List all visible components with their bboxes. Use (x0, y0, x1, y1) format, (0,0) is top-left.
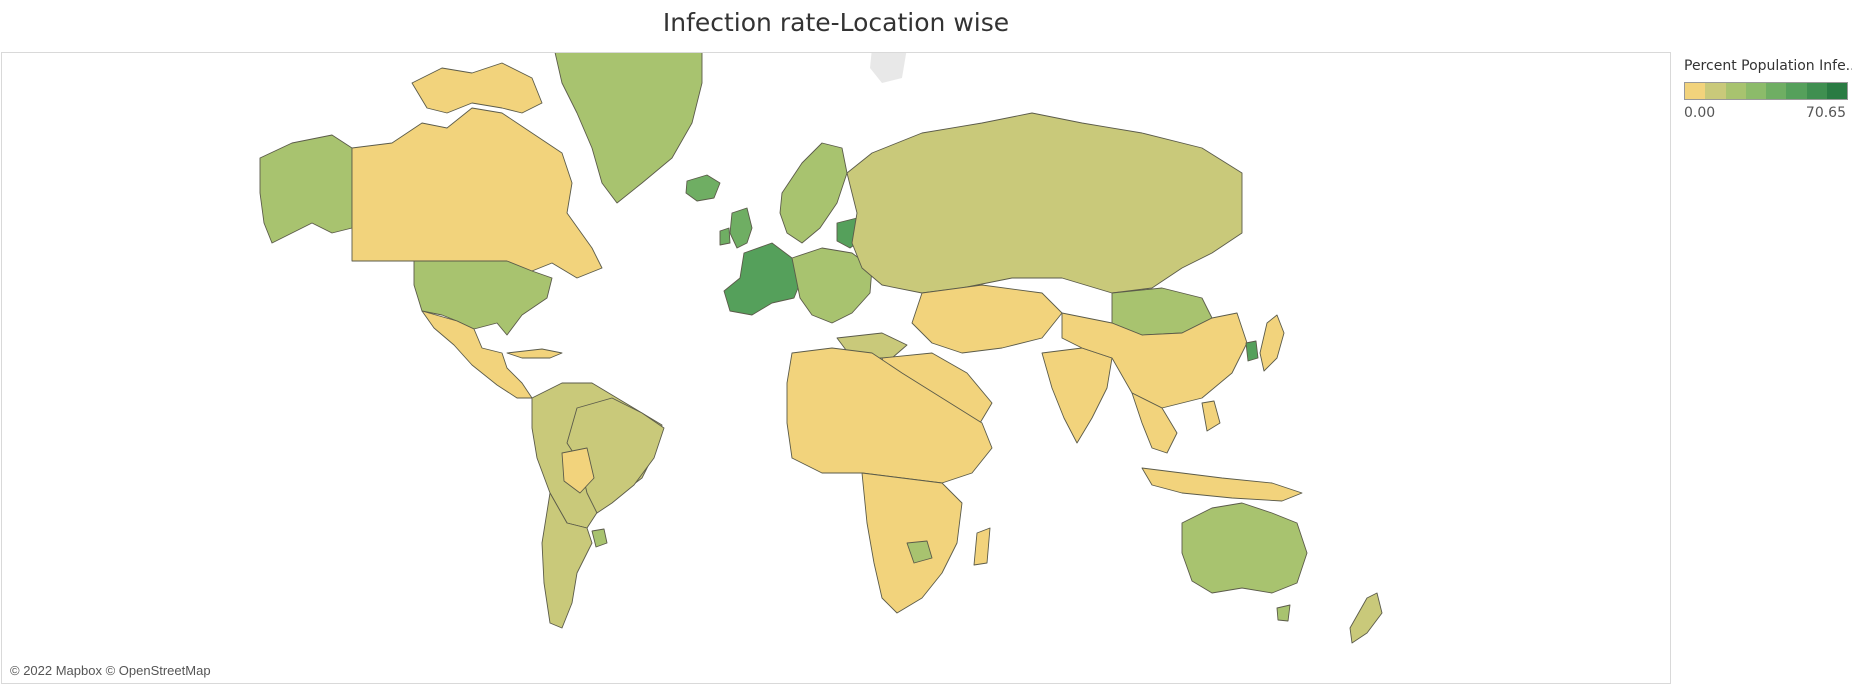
region-scandinavia[interactable] (779, 142, 848, 244)
region-western-europe[interactable] (723, 242, 803, 316)
region-mexico[interactable] (421, 310, 533, 399)
region-iceland[interactable] (685, 174, 721, 202)
region-arctic-islands[interactable] (411, 62, 543, 114)
legend-swatch-1 (1705, 83, 1726, 99)
legend-swatch-0 (1685, 83, 1706, 99)
legend-swatch-2 (1725, 83, 1746, 99)
legend-swatch-7 (1826, 83, 1847, 99)
region-new-zealand[interactable] (1349, 592, 1383, 644)
region-bolivia[interactable] (561, 447, 595, 494)
region-north-africa[interactable] (786, 347, 993, 484)
region-uk[interactable] (729, 207, 753, 249)
map-attribution[interactable]: © 2022 Mapbox © OpenStreetMap (10, 663, 211, 678)
legend-color-ramp (1684, 82, 1848, 100)
legend-swatch-3 (1745, 83, 1766, 99)
region-korea[interactable] (1245, 340, 1259, 362)
legend-min-label: 0.00 (1684, 105, 1716, 121)
region-russia[interactable] (846, 112, 1243, 294)
region-ireland[interactable] (719, 227, 731, 246)
color-legend[interactable]: Percent Population Infe.. 0.00 70.65 (1684, 58, 1852, 121)
legend-ticks: 0.00 70.65 (1684, 105, 1846, 121)
map-canvas[interactable]: © 2022 Mapbox © OpenStreetMap (1, 52, 1671, 684)
region-zimbabwe[interactable] (906, 540, 933, 564)
legend-swatch-5 (1786, 83, 1807, 99)
region-australia[interactable] (1181, 502, 1308, 594)
legend-max-label: 70.65 (1805, 105, 1846, 121)
world-map[interactable] (2, 53, 1670, 683)
legend-swatch-4 (1766, 83, 1787, 99)
legend-swatch-6 (1806, 83, 1827, 99)
region-svalbard (870, 53, 907, 83)
region-central-asia[interactable] (911, 284, 1063, 354)
region-argentina-chile[interactable] (541, 492, 593, 629)
region-greenland[interactable] (554, 53, 703, 204)
region-alaska[interactable] (259, 134, 353, 244)
region-tasmania[interactable] (1276, 604, 1291, 622)
region-china[interactable] (1061, 312, 1248, 409)
region-eastern-europe[interactable] (791, 247, 873, 324)
region-uruguay[interactable] (591, 528, 608, 548)
region-canada[interactable] (351, 107, 603, 279)
region-japan[interactable] (1259, 314, 1285, 372)
region-southeast-asia[interactable] (1131, 392, 1178, 454)
region-india[interactable] (1041, 347, 1113, 444)
region-philippines[interactable] (1201, 400, 1221, 432)
legend-title: Percent Population Infe.. (1684, 58, 1852, 74)
region-caribbean[interactable] (506, 348, 563, 359)
region-madagascar[interactable] (973, 527, 991, 566)
region-indonesia[interactable] (1141, 467, 1303, 502)
map-title: Infection rate-Location wise (662, 8, 1010, 37)
